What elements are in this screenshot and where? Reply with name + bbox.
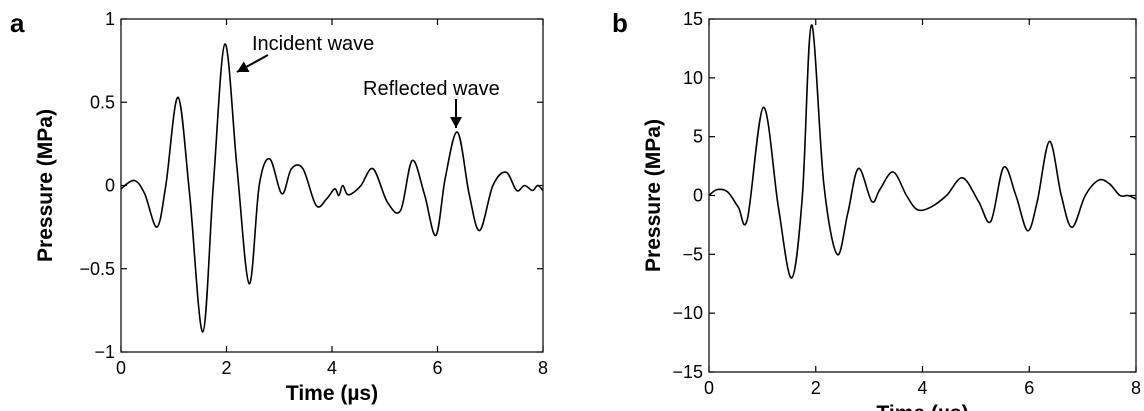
y-tick-label: 0.5	[90, 92, 115, 112]
x-tick-label: 4	[917, 378, 927, 398]
series-line	[708, 24, 1137, 279]
y-axis-label: Pressure (MPa)	[34, 109, 57, 262]
x-tick-label: 0	[116, 358, 126, 378]
x-axis-label: Time (µs)	[286, 382, 378, 405]
y-tick-label: 5	[693, 127, 703, 147]
x-tick-label: 6	[1024, 378, 1034, 398]
x-tick-label: 2	[811, 378, 821, 398]
y-tick-label: 10	[683, 68, 703, 88]
y-tick-label: 15	[683, 9, 703, 29]
y-tick-label: −0.5	[79, 259, 115, 279]
x-tick-label: 6	[432, 358, 442, 378]
panel-label: a	[10, 8, 25, 38]
y-tick-label: 0	[105, 176, 115, 196]
annotation-label: Incident wave	[252, 33, 374, 55]
x-axis-label: Time (µs)	[876, 402, 968, 411]
y-tick-label: −15	[672, 362, 703, 382]
y-tick-label: −10	[672, 303, 703, 323]
x-tick-label: 8	[538, 358, 548, 378]
arrowhead	[450, 117, 462, 128]
y-tick-label: 1	[105, 9, 115, 29]
y-tick-label: −1	[94, 342, 115, 362]
plot-area	[708, 18, 1137, 373]
y-tick-label: 0	[693, 186, 703, 206]
panel-a: 0 2 4 6 8 −1 −0.5 0 0.5 1 Time (µs) Pressure (MPa) a…	[10, 8, 548, 405]
panel-label: b	[612, 8, 628, 38]
y-tick-label: −5	[682, 244, 703, 264]
x-tick-label: 8	[1131, 378, 1141, 398]
y-axis-label: Pressure (MPa)	[642, 119, 665, 272]
arrowhead	[237, 61, 250, 72]
panel-b: 0 2 4 6 8 −15 −10 −5 0 5 10 15 Time (µs) Pressure (MP…	[612, 8, 1141, 411]
x-tick-label: 2	[221, 358, 231, 378]
annotation-label: Reflected wave	[363, 78, 500, 100]
series-line	[120, 43, 544, 333]
plot-area	[120, 18, 544, 353]
x-tick-label: 4	[327, 358, 337, 378]
x-tick-label: 0	[704, 378, 714, 398]
